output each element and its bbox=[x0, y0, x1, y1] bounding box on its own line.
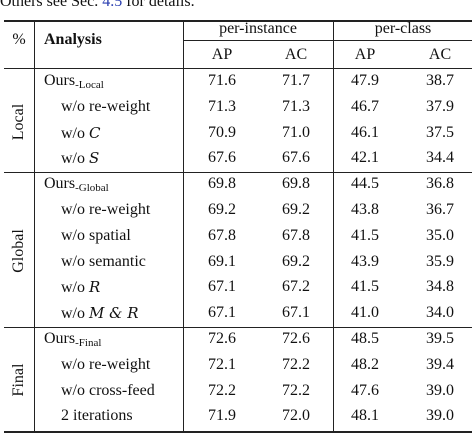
row-label: w/o spatial bbox=[61, 226, 131, 244]
table-cell: 39.5 bbox=[426, 330, 454, 347]
table-cell: 34.4 bbox=[426, 149, 454, 167]
table-cell: 72.6 bbox=[208, 330, 236, 347]
column-rule bbox=[183, 20, 184, 432]
table-cell: 67.8 bbox=[282, 226, 310, 244]
table-cell: 36.7 bbox=[426, 201, 454, 218]
row-label: w/o re-weight bbox=[61, 201, 151, 218]
table-rule bbox=[4, 431, 472, 433]
row-label: w/o re-weight bbox=[61, 355, 151, 373]
row-label: w/o R bbox=[61, 278, 101, 297]
table-cell: 71.7 bbox=[282, 72, 310, 89]
table-cell: 69.2 bbox=[282, 201, 310, 218]
ac-header: AC bbox=[284, 46, 308, 63]
per-class-header: per-class bbox=[374, 20, 432, 37]
table-cell: 43.9 bbox=[351, 252, 379, 270]
table-cell: 69.8 bbox=[208, 175, 236, 193]
table-cell: 72.2 bbox=[282, 355, 310, 373]
table-cell: 47.6 bbox=[351, 381, 379, 399]
table-cell: 72.2 bbox=[282, 381, 310, 399]
table-cell: 44.5 bbox=[351, 175, 379, 193]
table-cell: 37.9 bbox=[426, 97, 454, 115]
table-caption: Others see Sec. 4.5 for details. bbox=[0, 0, 195, 11]
table-rule bbox=[4, 68, 472, 69]
ap-header: AP bbox=[354, 46, 376, 63]
table-rule bbox=[4, 20, 472, 22]
table-cell: 69.2 bbox=[208, 201, 236, 218]
math-symbol: C bbox=[89, 123, 101, 142]
table-cell: 71.6 bbox=[208, 72, 236, 89]
table-cell: 72.0 bbox=[282, 407, 310, 425]
row-label: Ours-Final bbox=[44, 330, 102, 349]
table-cell: 71.0 bbox=[282, 123, 310, 141]
table-cell: 39.0 bbox=[426, 407, 454, 425]
column-rule bbox=[333, 20, 334, 432]
table-cell: 69.2 bbox=[282, 252, 310, 270]
table-cell: 39.4 bbox=[426, 355, 454, 373]
row-label: w/o semantic bbox=[61, 252, 146, 270]
table-cell: 72.2 bbox=[208, 381, 236, 399]
table-cell: 48.2 bbox=[351, 355, 379, 373]
per-instance-header: per-instance bbox=[219, 20, 297, 37]
table-cell: 46.7 bbox=[351, 97, 379, 115]
table-cell: 47.9 bbox=[351, 72, 379, 89]
table-cell: 48.1 bbox=[351, 407, 379, 425]
row-label: w/o S bbox=[61, 149, 100, 168]
table-cell: 46.1 bbox=[351, 123, 379, 141]
group-label: Local bbox=[10, 103, 27, 140]
table-cell: 67.1 bbox=[208, 304, 236, 322]
table-cell: 34.0 bbox=[426, 304, 454, 322]
row-label: w/o C bbox=[61, 123, 101, 142]
table-cell: 69.1 bbox=[208, 252, 236, 270]
ap-header: AP bbox=[211, 46, 233, 63]
math-symbol: S bbox=[89, 149, 100, 168]
table-cell: 34.8 bbox=[426, 278, 454, 296]
analysis-header: Analysis bbox=[44, 31, 102, 48]
table-cell: 72.1 bbox=[208, 355, 236, 373]
table-cell: 67.6 bbox=[208, 149, 236, 167]
group-label: Global bbox=[10, 228, 27, 273]
table-rule bbox=[183, 40, 472, 41]
table-cell: 67.2 bbox=[282, 278, 310, 296]
table-cell: 43.8 bbox=[351, 201, 379, 218]
section-link[interactable]: 4.5 bbox=[102, 0, 123, 10]
group-label: Final bbox=[10, 363, 27, 397]
table-cell: 38.7 bbox=[426, 72, 454, 89]
percent-header: % bbox=[12, 31, 26, 48]
table-cell: 71.3 bbox=[282, 97, 310, 115]
ac-header: AC bbox=[428, 46, 452, 63]
table-cell: 41.0 bbox=[351, 304, 379, 322]
table-cell: 71.3 bbox=[208, 97, 236, 115]
table-cell: 71.9 bbox=[208, 407, 236, 425]
table-rule bbox=[4, 172, 472, 174]
table-cell: 48.5 bbox=[351, 330, 379, 347]
table-cell: 67.6 bbox=[282, 149, 310, 167]
table-cell: 41.5 bbox=[351, 226, 379, 244]
row-label: Ours-Global bbox=[44, 175, 109, 195]
table-rule bbox=[4, 327, 472, 328]
math-symbol: R bbox=[89, 278, 101, 297]
table-cell: 39.0 bbox=[426, 381, 454, 399]
table-cell: 42.1 bbox=[351, 149, 379, 167]
table-cell: 35.0 bbox=[426, 226, 454, 244]
math-symbol: M & R bbox=[89, 304, 139, 323]
row-label: Ours-Local bbox=[44, 72, 104, 91]
table-cell: 35.9 bbox=[426, 252, 454, 270]
table-cell: 72.6 bbox=[282, 330, 310, 347]
row-label: w/o M & R bbox=[61, 304, 139, 323]
row-label: w/o re-weight bbox=[61, 97, 151, 115]
column-rule bbox=[34, 20, 35, 432]
table-cell: 69.8 bbox=[282, 175, 310, 193]
row-label: w/o cross-feed bbox=[61, 381, 155, 399]
table-cell: 70.9 bbox=[208, 123, 236, 141]
table-cell: 67.8 bbox=[208, 226, 236, 244]
row-label: 2 iterations bbox=[61, 407, 133, 425]
table-cell: 67.1 bbox=[282, 304, 310, 322]
table-cell: 36.8 bbox=[426, 175, 454, 193]
table-cell: 67.1 bbox=[208, 278, 236, 296]
table-cell: 41.5 bbox=[351, 278, 379, 296]
table-cell: 37.5 bbox=[426, 123, 454, 141]
